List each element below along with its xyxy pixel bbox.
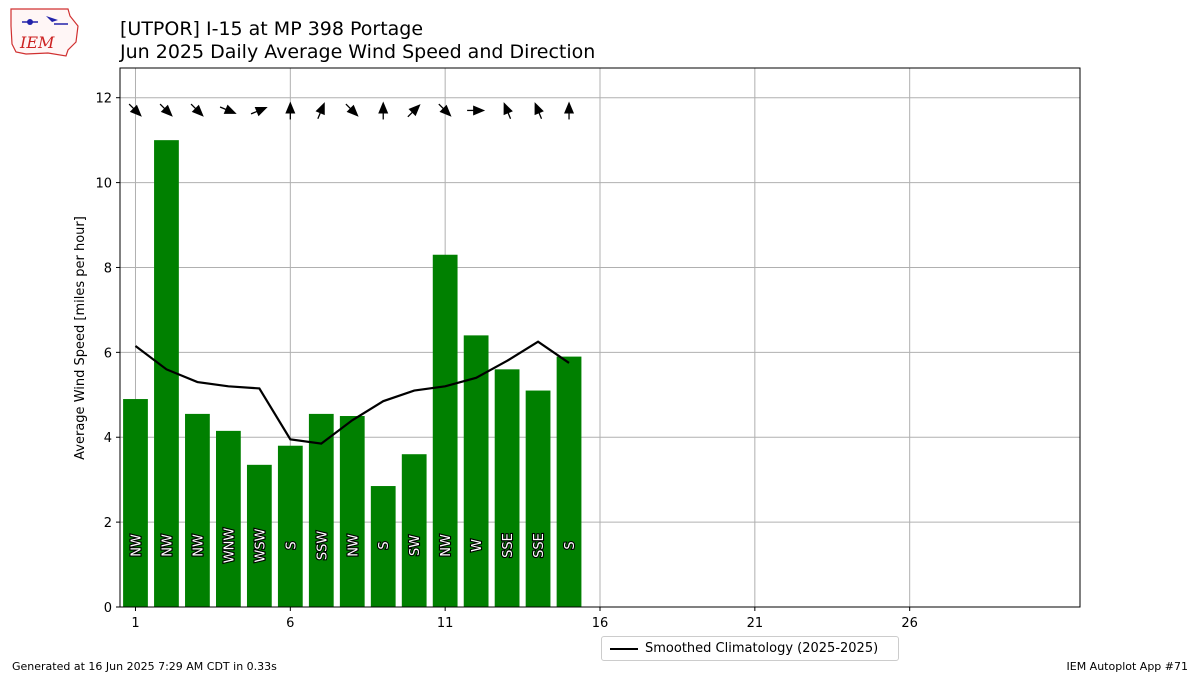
wind-arrow-head xyxy=(129,104,142,117)
y-tick-label: 8 xyxy=(104,261,112,276)
footer-app: IEM Autoplot App #71 xyxy=(1066,660,1189,673)
bar xyxy=(432,254,458,607)
wind-arrow xyxy=(534,102,544,120)
direction-label: NW xyxy=(439,534,454,557)
wind-arrow-head xyxy=(503,102,513,116)
wind-arrow xyxy=(438,103,452,117)
direction-label: NW xyxy=(129,534,144,557)
bar xyxy=(370,486,396,607)
chart-title: [UTPOR] I-15 at MP 398 Portage Jun 2025 … xyxy=(120,18,595,64)
iem-logo: IEM xyxy=(8,6,80,62)
y-tick-label: 6 xyxy=(104,346,112,361)
direction-label: SSE xyxy=(501,533,516,558)
wind-arrow xyxy=(503,102,513,120)
x-tick-label: 11 xyxy=(437,616,454,631)
bar xyxy=(123,399,148,607)
y-tick-label: 0 xyxy=(104,601,112,616)
direction-label: S xyxy=(563,541,578,549)
wind-arrow-head xyxy=(160,104,173,117)
wind-arrow xyxy=(378,101,389,120)
y-axis-label: Average Wind Speed [miles per hour] xyxy=(73,216,88,460)
wind-arrow xyxy=(285,101,296,120)
bar xyxy=(277,445,303,607)
bar xyxy=(246,464,272,607)
wind-arrow xyxy=(219,104,237,114)
wind-arrow-head xyxy=(534,102,544,116)
direction-label: SSE xyxy=(532,533,547,558)
wind-arrow-head xyxy=(285,101,296,114)
bar xyxy=(308,413,334,607)
legend: Smoothed Climatology (2025-2025) xyxy=(601,636,899,661)
direction-label: NW xyxy=(191,534,206,557)
direction-label: S xyxy=(377,541,392,549)
bar xyxy=(216,430,241,607)
wind-arrow xyxy=(407,104,421,118)
wind-arrow-head xyxy=(191,104,204,117)
x-tick-label: 6 xyxy=(286,616,294,631)
bar xyxy=(556,356,582,607)
legend-label: Smoothed Climatology (2025-2025) xyxy=(645,641,879,656)
direction-label: WNW xyxy=(222,528,237,564)
climatology-line xyxy=(134,340,570,445)
direction-label: NW xyxy=(160,534,175,557)
wind-arrow xyxy=(128,103,142,117)
bars-layer xyxy=(123,140,582,608)
wind-arrow-head xyxy=(223,104,237,114)
direction-label: SSW xyxy=(315,531,330,561)
y-tick-label: 10 xyxy=(95,177,112,192)
title-line-2: Jun 2025 Daily Average Wind Speed and Di… xyxy=(120,41,596,63)
x-tick-label: 26 xyxy=(901,616,918,631)
x-tick-label: 1 xyxy=(131,616,139,631)
wind-arrow-head xyxy=(473,105,486,116)
arrows-layer xyxy=(128,101,575,120)
legend-line-swatch xyxy=(610,648,638,650)
title-line-1: [UTPOR] I-15 at MP 398 Portage xyxy=(120,18,424,40)
wind-arrow xyxy=(159,103,173,117)
footer-generated: Generated at 16 Jun 2025 7:29 AM CDT in … xyxy=(12,660,277,673)
bar xyxy=(185,413,210,607)
direction-label: W xyxy=(470,539,485,552)
wind-arrow-head xyxy=(408,104,421,117)
direction-label: SW xyxy=(408,535,423,556)
x-tick-label: 21 xyxy=(747,616,764,631)
y-tick-label: 12 xyxy=(95,92,112,107)
wind-arrow-head xyxy=(254,106,268,117)
wind-arrow xyxy=(345,103,359,117)
wind-arrow xyxy=(190,103,204,117)
logo-text: IEM xyxy=(19,33,55,52)
bar xyxy=(463,335,489,607)
bar xyxy=(339,416,365,607)
x-tick-label: 16 xyxy=(592,616,609,631)
y-tick-label: 4 xyxy=(104,431,112,446)
wind-arrow xyxy=(315,102,325,120)
wind-arrow-head xyxy=(346,104,359,117)
direction-label: S xyxy=(284,541,299,549)
wind-arrow-head xyxy=(564,101,575,114)
bar xyxy=(401,454,427,607)
bar xyxy=(525,390,551,607)
direction-label: NW xyxy=(346,534,361,557)
wind-arrow-head xyxy=(378,101,389,114)
wind-arrow xyxy=(564,101,575,120)
wind-arrow xyxy=(250,106,268,117)
direction-label: WSW xyxy=(253,528,268,562)
wind-arrow-head xyxy=(315,102,325,116)
climatology-layer xyxy=(134,340,570,445)
wind-arrow-head xyxy=(439,104,452,117)
direction-labels-layer: NW NW NW WNW WSW S SSW NW S SW NW W SSE SSE S xyxy=(128,527,579,565)
bar xyxy=(494,369,520,607)
wind-arrow xyxy=(467,105,486,116)
y-tick-label: 2 xyxy=(104,516,112,531)
